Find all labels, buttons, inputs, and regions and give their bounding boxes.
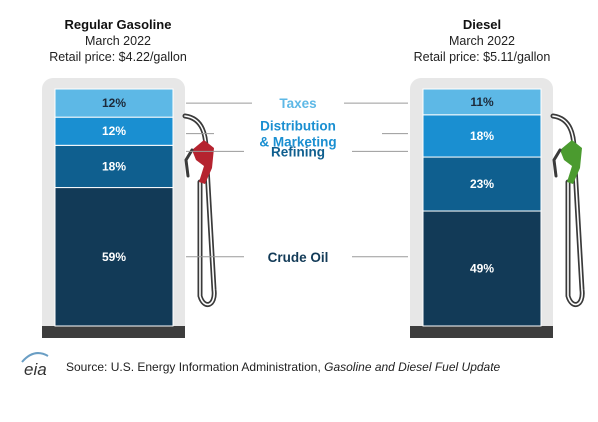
source-prefix: Source: U.S. Energy Information Administ… xyxy=(66,360,324,374)
diesel-nozzle-tip xyxy=(552,148,562,178)
gasoline-value-label-crude-oil: 59% xyxy=(102,250,126,264)
gasoline-segment-distribution-marketing xyxy=(54,116,174,146)
category-label-line: & Marketing xyxy=(259,135,336,150)
gasoline-pump-base xyxy=(42,326,185,338)
category-label-refining: Refining xyxy=(271,144,325,159)
eia-logo-swoosh xyxy=(21,352,49,363)
gasoline-price-label: Retail price: $4.22/gallon xyxy=(49,50,187,64)
eia-logo-text: eia xyxy=(24,360,47,379)
diesel-value-label-distribution-marketing: 18% xyxy=(470,129,494,143)
diesel-value-label-taxes: 11% xyxy=(470,95,494,109)
diesel-subtitle: March 2022 xyxy=(449,34,515,48)
gasoline-hose xyxy=(182,113,217,307)
gasoline-hose-inner xyxy=(184,115,215,306)
gasoline-segments: 59% 18% 12% 12% xyxy=(54,88,174,327)
diesel-value-label-crude-oil: 49% xyxy=(470,262,494,276)
diesel-header: Diesel March 2022 Retail price: $5.11/ga… xyxy=(414,17,551,64)
category-label-line: Taxes xyxy=(279,96,316,111)
category-label-line: Crude Oil xyxy=(268,250,329,265)
diesel-segment-distribution-marketing xyxy=(422,114,542,158)
category-label-distribution-marketing: Distribution & Marketing xyxy=(259,119,336,150)
gasoline-value-label-taxes: 12% xyxy=(102,96,126,110)
diesel-hose xyxy=(550,113,585,307)
source-text: Source: U.S. Energy Information Administ… xyxy=(66,360,501,374)
diesel-value-label-refining: 23% xyxy=(470,177,494,191)
diesel-hose-inner xyxy=(552,115,583,306)
diesel-segment-taxes xyxy=(422,88,542,116)
gasoline-value-label-refining: 18% xyxy=(102,159,126,173)
diesel-pump: 49% 23% 18% 11% xyxy=(410,78,553,338)
source-footer: eia Source: U.S. Energy Information Admi… xyxy=(21,352,501,379)
category-label-taxes: Taxes xyxy=(279,96,316,111)
diesel-title: Diesel xyxy=(463,17,501,32)
diesel-pump-base xyxy=(410,326,553,338)
gasoline-subtitle: March 2022 xyxy=(85,34,151,48)
eia-logo: eia xyxy=(21,352,49,379)
gasoline-nozzle-icon xyxy=(192,140,214,184)
source-title: Gasoline and Diesel Fuel Update xyxy=(324,360,500,374)
gasoline-nozzle-tip xyxy=(184,148,194,178)
gasoline-segment-crude-oil xyxy=(54,187,174,327)
gasoline-segment-taxes xyxy=(54,88,174,118)
gasoline-header: Regular Gasoline March 2022 Retail price… xyxy=(49,17,187,64)
gasoline-pump: 59% 18% 12% 12% xyxy=(42,78,185,338)
diesel-nozzle-icon xyxy=(560,140,582,184)
category-label-crude-oil: Crude Oil xyxy=(268,250,329,265)
gasoline-title: Regular Gasoline xyxy=(65,17,172,32)
category-label-line: Distribution xyxy=(260,119,336,134)
diesel-price-label: Retail price: $5.11/gallon xyxy=(414,50,551,64)
category-label-line: Refining xyxy=(271,144,325,159)
gasoline-segment-refining xyxy=(54,144,174,189)
gasoline-value-label-distribution-marketing: 12% xyxy=(102,124,126,138)
diesel-segments: 49% 23% 18% 11% xyxy=(422,88,542,327)
